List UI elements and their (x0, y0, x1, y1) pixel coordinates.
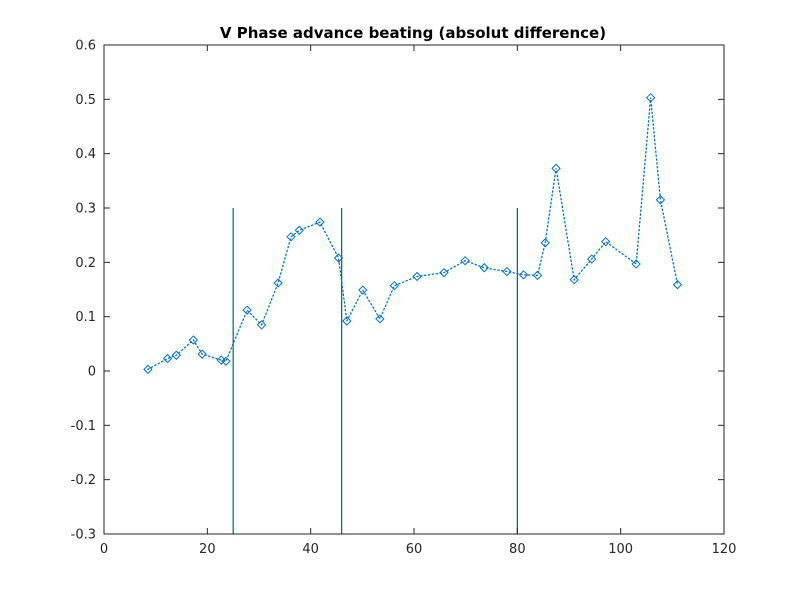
y-tick-label: 0.1 (75, 310, 96, 325)
data-point-marker (242, 305, 252, 315)
series-line (147, 97, 679, 371)
x-tick-label: 120 (712, 542, 737, 557)
data-point-marker (551, 163, 561, 174)
data-point-marker (412, 271, 422, 282)
data-point-marker (162, 353, 173, 364)
data-point-marker (197, 349, 207, 359)
chart-title: V Phase advance beating (absolut differe… (220, 24, 606, 42)
x-tick-label: 100 (608, 542, 633, 557)
data-point-marker (569, 275, 579, 285)
x-tick-label: 60 (406, 542, 423, 557)
data-point-marker (655, 195, 666, 205)
plot-area (104, 45, 724, 534)
data-point-marker (315, 217, 325, 227)
data-point-marker (286, 232, 296, 242)
x-tick-label: 20 (199, 542, 216, 557)
data-series (143, 92, 683, 375)
data-point-marker (256, 320, 267, 330)
data-point-marker (502, 266, 512, 277)
data-point-marker (672, 279, 683, 290)
data-point-marker (439, 267, 449, 278)
vertical-lines (232, 208, 518, 534)
data-point-marker (460, 255, 470, 266)
x-tick-label: 40 (302, 542, 319, 557)
data-point-marker (221, 356, 231, 366)
y-tick-label: -0.2 (71, 473, 96, 488)
data-point-marker (389, 280, 400, 291)
y-tick-label: 0.5 (75, 93, 96, 108)
data-point-marker (375, 314, 385, 324)
y-tick-label: 0.4 (75, 147, 96, 162)
data-point-marker (333, 253, 344, 263)
y-tick-label: -0.1 (71, 419, 96, 434)
x-tick-label: 0 (100, 542, 108, 557)
data-point-marker (587, 254, 597, 264)
x-tick-label: 80 (509, 542, 526, 557)
data-point-marker (540, 238, 550, 248)
data-point-marker (171, 350, 182, 360)
data-point-marker (479, 263, 489, 273)
y-axis: -0.3 -0.2 -0.1 0 0.1 0.2 0.3 0.4 0.5 0.6 (71, 39, 724, 543)
data-point-marker (358, 285, 368, 295)
y-tick-label: 0 (88, 365, 96, 380)
y-tick-label: -0.3 (71, 528, 96, 543)
y-tick-label: 0.3 (75, 202, 96, 217)
data-point-marker (631, 259, 641, 269)
data-point-marker (342, 316, 352, 326)
data-point-marker (532, 270, 543, 281)
data-point-marker (518, 270, 529, 280)
data-point-marker (188, 335, 199, 345)
x-axis: 0 20 40 60 80 100 120 (100, 45, 737, 557)
data-point-marker (645, 92, 656, 103)
data-point-marker (273, 278, 283, 288)
y-tick-label: 0.2 (75, 256, 96, 271)
data-point-marker (294, 225, 305, 235)
y-tick-label: 0.6 (75, 39, 96, 54)
data-point-marker (600, 236, 611, 247)
data-point-marker (143, 364, 153, 375)
